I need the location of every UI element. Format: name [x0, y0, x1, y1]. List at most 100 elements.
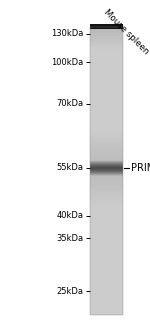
Bar: [90, 180, 123, 183]
Bar: [90, 200, 123, 203]
Bar: [90, 266, 123, 269]
Bar: [90, 44, 123, 47]
Bar: [90, 122, 123, 125]
Bar: [90, 312, 123, 315]
Bar: [90, 214, 123, 217]
Bar: [90, 76, 123, 79]
Text: 70kDa: 70kDa: [56, 100, 83, 108]
Bar: [90, 217, 123, 220]
Bar: [90, 252, 123, 255]
Bar: [90, 188, 123, 191]
Bar: [90, 82, 123, 85]
Bar: [90, 226, 123, 229]
Bar: [90, 255, 123, 258]
Bar: [90, 174, 123, 177]
Bar: [90, 137, 123, 140]
Bar: [90, 111, 123, 114]
Bar: [90, 140, 123, 142]
Text: 100kDa: 100kDa: [51, 58, 83, 67]
Bar: [90, 237, 123, 240]
Bar: [90, 301, 123, 304]
Bar: [90, 191, 123, 194]
Bar: [90, 62, 123, 65]
Bar: [90, 243, 123, 246]
Bar: [90, 125, 123, 128]
Bar: [90, 194, 123, 197]
Bar: [90, 263, 123, 266]
Bar: [90, 79, 123, 82]
Bar: [90, 99, 123, 102]
Bar: [90, 142, 123, 145]
Bar: [90, 134, 123, 137]
Bar: [90, 116, 123, 119]
Bar: [90, 59, 123, 62]
Bar: [90, 223, 123, 226]
Bar: [90, 206, 123, 209]
Bar: [90, 240, 123, 243]
Text: 130kDa: 130kDa: [51, 29, 83, 38]
Bar: [90, 151, 123, 154]
Bar: [90, 289, 123, 292]
Bar: [90, 42, 123, 44]
Bar: [90, 30, 123, 33]
Bar: [90, 183, 123, 186]
Bar: [90, 96, 123, 99]
Bar: [90, 65, 123, 68]
Bar: [90, 269, 123, 272]
Text: 25kDa: 25kDa: [56, 287, 83, 296]
Text: 35kDa: 35kDa: [56, 234, 83, 243]
Bar: [90, 220, 123, 223]
Bar: [90, 105, 123, 108]
Bar: [90, 145, 123, 148]
Bar: [90, 36, 123, 39]
Bar: [90, 307, 123, 309]
Bar: [90, 292, 123, 295]
Bar: [90, 148, 123, 151]
Bar: [90, 304, 123, 307]
Bar: [90, 33, 123, 36]
Bar: [90, 298, 123, 301]
Text: PRIM2: PRIM2: [130, 163, 150, 173]
Bar: [90, 168, 123, 171]
Bar: [90, 102, 123, 105]
Bar: [90, 114, 123, 116]
Bar: [90, 232, 123, 235]
Bar: [90, 197, 123, 200]
Bar: [90, 249, 123, 252]
Bar: [90, 246, 123, 249]
Bar: [90, 68, 123, 70]
Bar: [90, 160, 123, 163]
Bar: [90, 209, 123, 212]
Bar: [90, 212, 123, 214]
Text: 55kDa: 55kDa: [56, 164, 83, 172]
Bar: [90, 203, 123, 206]
Bar: [90, 128, 123, 131]
Bar: [90, 278, 123, 281]
Bar: [90, 50, 123, 53]
Bar: [90, 286, 123, 289]
Bar: [90, 154, 123, 157]
Bar: [90, 157, 123, 160]
Bar: [90, 295, 123, 298]
Bar: [90, 88, 123, 91]
Bar: [90, 272, 123, 275]
Bar: [90, 91, 123, 93]
Bar: [90, 119, 123, 122]
Bar: [90, 275, 123, 278]
Bar: [90, 27, 123, 315]
Text: Mouse spleen: Mouse spleen: [102, 8, 150, 56]
Bar: [90, 27, 123, 30]
Bar: [90, 108, 123, 111]
Bar: [90, 85, 123, 88]
Bar: [90, 39, 123, 42]
Bar: [90, 47, 123, 50]
Bar: [90, 258, 123, 260]
Bar: [90, 235, 123, 237]
Bar: [90, 171, 123, 174]
Bar: [90, 53, 123, 56]
Bar: [90, 229, 123, 232]
Bar: [90, 73, 123, 76]
Bar: [90, 281, 123, 284]
Bar: [90, 186, 123, 188]
Bar: [90, 24, 123, 29]
